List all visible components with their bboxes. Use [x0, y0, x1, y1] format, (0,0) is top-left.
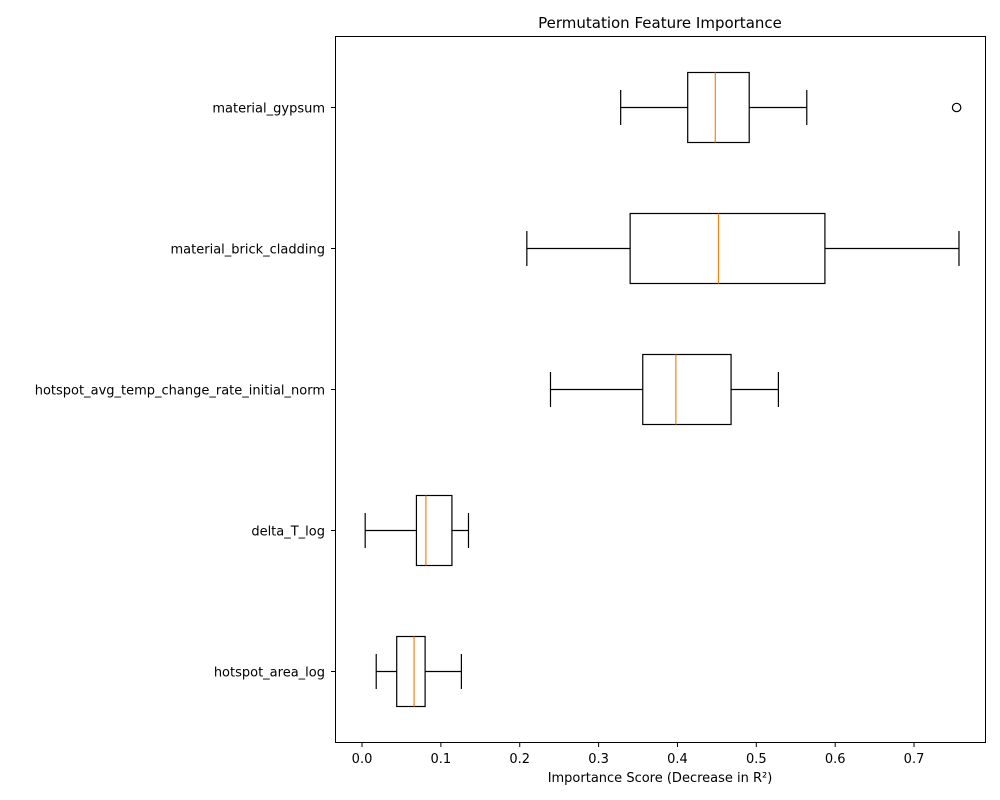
- x-tick-label: 0.5: [746, 752, 767, 767]
- x-tick-label: 0.7: [904, 752, 925, 767]
- x-axis-label: Importance Score (Decrease in R²): [548, 771, 773, 786]
- y-tick-label: material_gypsum: [212, 102, 325, 117]
- x-tick-label: 0.6: [825, 752, 846, 767]
- box-delta_T_log: [364, 494, 470, 567]
- x-tick-label: 0.1: [431, 752, 452, 767]
- box-material_brick_cladding: [526, 212, 960, 285]
- y-tick-label: material_brick_cladding: [171, 243, 325, 258]
- plot-area: [364, 71, 962, 708]
- x-tick-label: 0.0: [352, 752, 373, 767]
- box-hotspot_area_log: [375, 635, 462, 708]
- box-iqr: [415, 494, 453, 567]
- x-tick-label: 0.4: [667, 752, 688, 767]
- box-hotspot_avg_temp_change_rate_initial_norm: [549, 353, 779, 426]
- y-axis: material_gypsum material_brick_claddingho…: [35, 102, 336, 681]
- outlier-point: [951, 102, 962, 113]
- x-tick-label: 0.3: [588, 752, 609, 767]
- x-axis: 0.0 0.1 0.2 0.3 0.4 0.5 0.6 0.7: [352, 742, 925, 767]
- y-tick-label: hotspot_avg_temp_change_rate_initial_nor…: [35, 384, 325, 399]
- box-iqr: [687, 71, 750, 144]
- y-tick-label: delta_T_log: [251, 525, 325, 540]
- box-iqr: [396, 635, 426, 708]
- y-tick-label: hotspot_area_log: [214, 666, 325, 681]
- box-material_gypsum: [620, 71, 962, 144]
- x-tick-label: 0.2: [509, 752, 530, 767]
- box-iqr: [629, 212, 826, 285]
- chart-title: Permutation Feature Importance: [538, 14, 782, 32]
- box-iqr: [642, 353, 732, 426]
